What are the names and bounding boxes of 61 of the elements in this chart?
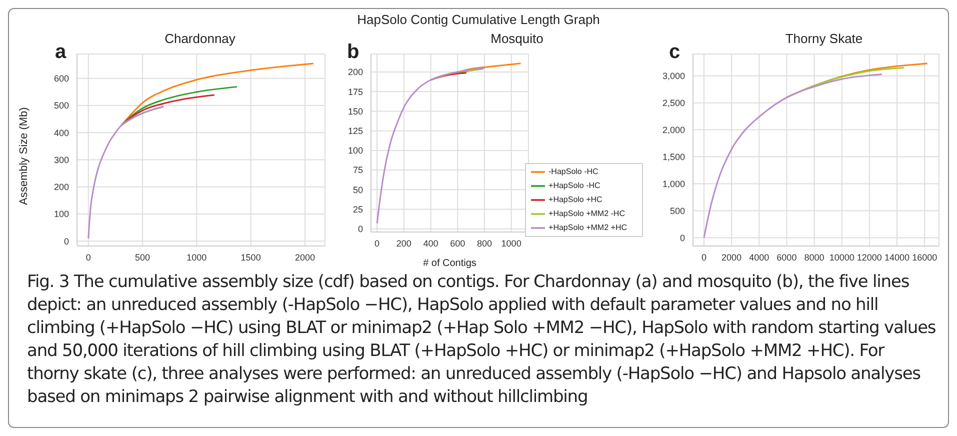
x-tick-label: 1000 [501, 238, 522, 248]
y-tick-label: 600 [54, 74, 69, 84]
x-tick-label: 0 [86, 252, 91, 262]
line-series [376, 67, 486, 224]
y-axis-title: Assembly Size (Mb) [18, 107, 30, 205]
x-tick-label: 2000 [294, 252, 315, 262]
y-tick-label: 200 [348, 67, 363, 78]
y-tick-label: 50 [352, 184, 363, 195]
x-tick-label: 800 [476, 238, 492, 248]
text: c [669, 41, 680, 64]
chart-title: Chardonnay [164, 31, 236, 46]
text: b [347, 41, 360, 64]
x-tick-label: 200 [396, 238, 412, 248]
line-series [120, 62, 314, 127]
legend-label: -HapSolo -HC [548, 167, 598, 176]
y-tick-label: 1,000 [662, 178, 685, 189]
x-tick-label: 400 [423, 238, 438, 248]
x-tick-label: 4000 [749, 252, 770, 262]
x-tick-label: 16000 [912, 252, 938, 262]
text: HapSolo Contig Cumulative Length Graph [356, 12, 601, 27]
y-tick-label: 25 [352, 204, 363, 214]
y-tick-label: 3,000 [662, 71, 685, 82]
caption: Fig. 3 The cumulative assembly size (cdf) based on contigs. For Chardonnay (a) and mosquito (b), the five lines depict: an unreduced assembly (-HapSolo −HC), HapSolo applied with default parameter values and no hill climbing (+HapSolo −HC) using BLAT or minimap2 (+Hap Solo +MM2 −HC), HapSolo with random starting values and 50,000 iterations of hill climbing using BLAT (+HapSolo +HC) or minimap2 (+HapSolo +MM2 +HC). For thorny skate (c), three analyses were performed: an unreduced assembly (-HapSolo −HC) and Hapsolo analyses based on minimaps 2 pairwise alignment with and without hillclimbing [27, 271, 937, 409]
y-tick-label: 100 [348, 146, 363, 156]
x-tick-label: 14000 [884, 252, 910, 262]
y-tick-label: 2,500 [662, 98, 685, 108]
y-tick-label: 500 [54, 100, 69, 111]
y-tick-label: 100 [54, 209, 69, 220]
line-series [703, 73, 883, 238]
x-tick-label: 1000 [186, 252, 207, 262]
legend-label: +HapSolo -HC [548, 181, 600, 190]
x-tick-label: 6000 [776, 252, 797, 262]
legend-label: +HapSolo +MM2 -HC [548, 209, 625, 218]
x-axis-title: # of Contigs [423, 258, 476, 269]
y-tick-label: 500 [670, 206, 685, 216]
x-tick-label: 600 [450, 238, 466, 248]
x-tick-label: 10000 [829, 252, 854, 262]
y-tick-label: 0 [358, 224, 363, 234]
text: a [55, 41, 66, 64]
x-tick-label: 8000 [804, 252, 824, 262]
y-tick-label: 300 [54, 154, 69, 165]
y-tick-label: 125 [348, 126, 363, 136]
chart-title: Thorny Skate [784, 31, 864, 46]
y-tick-label: 1,500 [662, 152, 685, 162]
x-tick-label: 500 [135, 252, 150, 262]
y-tick-label: 200 [54, 182, 69, 192]
y-tick-label: 175 [348, 86, 363, 97]
y-tick-label: 75 [352, 165, 363, 176]
y-tick-label: 150 [348, 106, 363, 116]
legend-label: +HapSolo +HC [548, 195, 602, 204]
x-tick-label: 0 [701, 252, 706, 262]
chart-title: Mosquito [490, 31, 544, 46]
x-tick-label: 12000 [856, 252, 882, 262]
x-tick-label: 2000 [722, 252, 742, 262]
line-series [786, 67, 905, 98]
y-tick-label: 400 [54, 128, 69, 138]
x-tick-label: 0 [374, 238, 380, 248]
legend-label: +HapSolo +MM2 +HC [548, 223, 627, 232]
line-series [88, 106, 164, 240]
x-tick-label: 1500 [240, 252, 261, 262]
y-tick-label: 2,000 [662, 124, 685, 135]
